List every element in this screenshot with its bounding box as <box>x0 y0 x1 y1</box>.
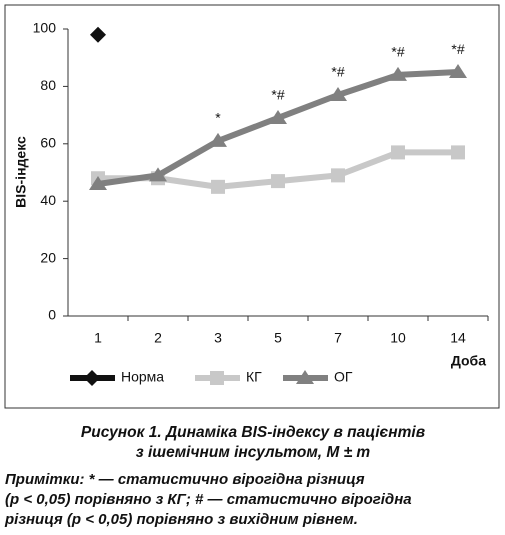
data-point <box>271 174 285 189</box>
data-point <box>209 132 227 147</box>
note-line: різниця (p < 0,05) порівняно з вихідним … <box>4 511 358 528</box>
y-tick-label: 0 <box>48 307 56 323</box>
y-axis-label: BIS-індекс <box>13 136 29 208</box>
y-tick-label: 100 <box>33 20 57 36</box>
note-line: (p < 0,05) порівняно з КГ; # — статистич… <box>5 491 412 508</box>
data-point <box>391 145 405 160</box>
data-point <box>211 179 225 194</box>
legend-marker <box>210 371 224 385</box>
data-point <box>269 109 287 124</box>
legend-label: ОГ <box>334 369 353 385</box>
x-tick-label: 1 <box>94 330 102 346</box>
data-point <box>149 167 167 182</box>
y-tick-label: 40 <box>40 192 56 208</box>
x-tick-label: 10 <box>390 330 406 346</box>
annotation: *# <box>391 44 404 60</box>
annotation: *# <box>331 64 344 80</box>
y-tick-label: 80 <box>40 77 56 93</box>
data-point <box>329 87 347 102</box>
data-point <box>389 66 407 81</box>
legend-label: Норма <box>121 369 164 385</box>
x-tick-label: 7 <box>334 330 342 346</box>
caption-line: Рисунок 1. Динаміка BIS-індексу в пацієн… <box>81 424 425 441</box>
x-axis-label: Доба <box>451 353 486 369</box>
caption-line: з ішемічним інсультом, M ± m <box>136 444 371 461</box>
data-point <box>451 145 465 160</box>
data-point <box>331 168 345 183</box>
annotation: *# <box>451 41 464 57</box>
legend-marker <box>296 370 314 384</box>
legend-marker <box>84 370 100 386</box>
data-point <box>90 26 106 43</box>
caption: Рисунок 1. Динаміка BIS-індексу в пацієн… <box>4 424 425 528</box>
data-point <box>89 175 107 190</box>
note-line: Примітки: * — статистично вірогідна різн… <box>5 471 365 488</box>
x-tick-label: 14 <box>450 330 466 346</box>
chart-frame <box>4 4 500 409</box>
data-point <box>449 64 467 79</box>
x-tick-label: 3 <box>214 330 222 346</box>
annotation: *# <box>271 87 284 103</box>
x-tick-label: 5 <box>274 330 282 346</box>
y-tick-label: 60 <box>40 135 56 151</box>
y-tick-label: 20 <box>40 249 56 265</box>
legend-label: КГ <box>246 369 262 385</box>
annotation: * <box>215 110 221 126</box>
x-tick-label: 2 <box>154 330 162 346</box>
